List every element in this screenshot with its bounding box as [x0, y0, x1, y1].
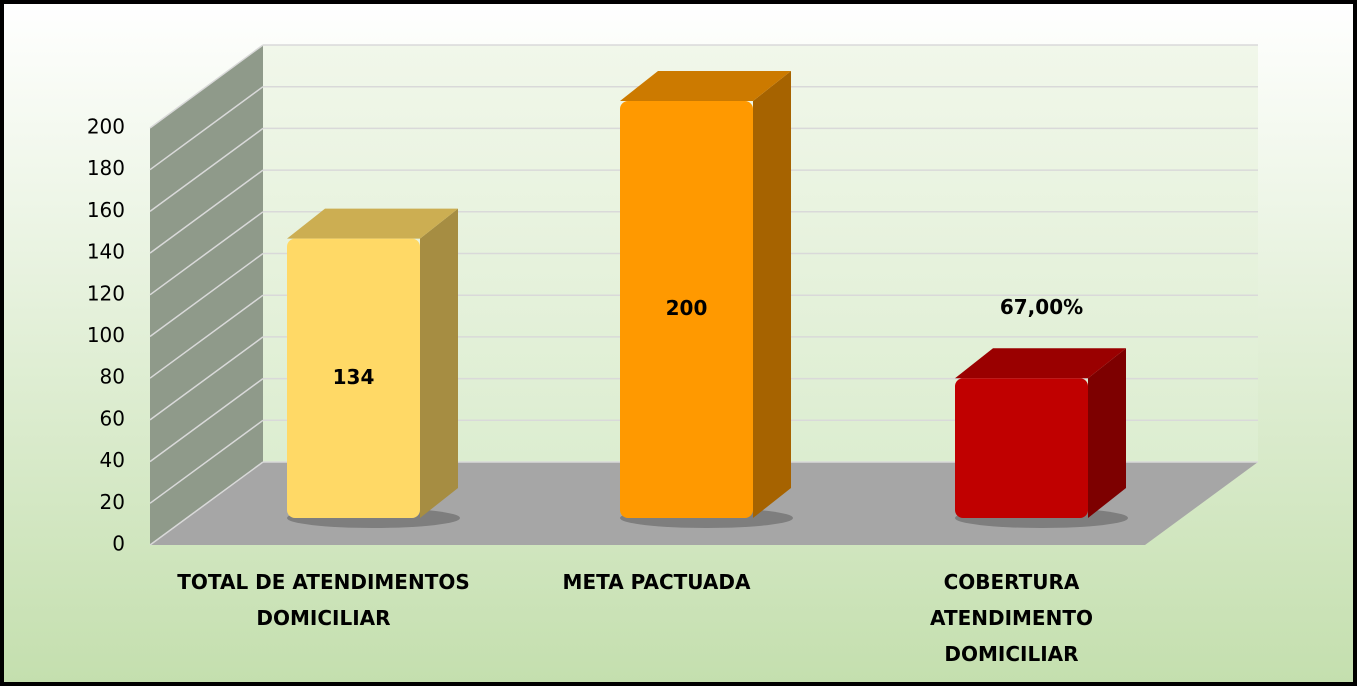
grid-line: [149, 294, 264, 379]
y-tick-label: 60: [100, 406, 125, 430]
value-label: 200: [666, 296, 708, 320]
y-tick-label: 180: [87, 156, 125, 180]
y-tick-label: 160: [87, 198, 125, 222]
bar-side: [1088, 348, 1126, 518]
grid-line: [149, 461, 264, 546]
y-tick-label: 200: [87, 115, 125, 139]
grid-line: [149, 211, 264, 296]
y-tick-label: 40: [100, 448, 125, 472]
bar-side: [753, 71, 791, 518]
y-tick-label: 80: [100, 365, 125, 389]
bar-top: [955, 348, 1126, 379]
x-tick-label: META PACTUADA: [562, 570, 751, 594]
y-tick-label: 20: [100, 490, 125, 514]
bar: [620, 101, 753, 518]
y-tick-label: 0: [112, 532, 125, 556]
value-label: 134: [333, 365, 375, 389]
y-tick-label: 140: [87, 240, 125, 264]
x-tick-label: COBERTURA ATENDIMENTO DOMICILIAR: [930, 570, 1093, 666]
grid-line: [149, 44, 264, 129]
grid-line: [149, 86, 264, 171]
bar: [287, 238, 420, 519]
bar-top: [620, 71, 791, 101]
grid-line: [149, 252, 264, 338]
grid-line: [149, 169, 264, 254]
grid-line: [149, 127, 264, 213]
bar-top: [287, 208, 458, 239]
bar-side: [420, 208, 458, 519]
grid-line: [149, 336, 264, 421]
grid-line: [149, 419, 264, 504]
x-tick-label: TOTAL DE ATENDIMENTOS DOMICILIAR: [177, 570, 470, 630]
grid-line: [149, 377, 264, 463]
value-label: 67,00%: [1000, 295, 1083, 319]
y-tick-label: 100: [87, 323, 125, 347]
y-tick-label: 120: [87, 281, 125, 305]
bar: [955, 378, 1088, 518]
